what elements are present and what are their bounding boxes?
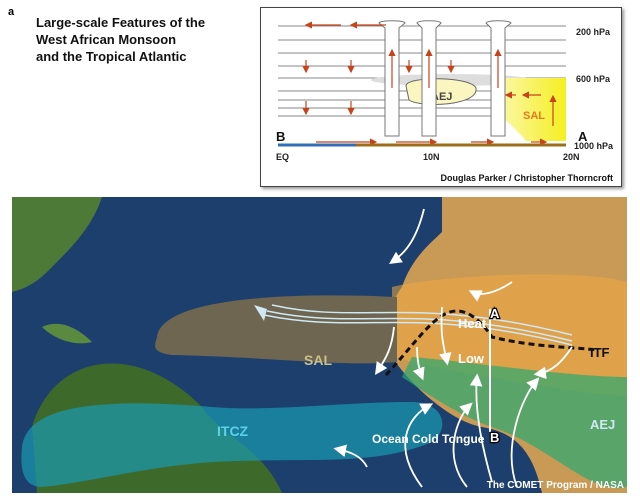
point-b-label: B xyxy=(490,430,499,445)
caribbean xyxy=(42,323,92,344)
itf-label: ITF xyxy=(590,345,610,360)
ocean-cold-tongue-label: Ocean Cold Tongue xyxy=(372,432,485,446)
circulation-arrows xyxy=(302,21,557,146)
sal-region xyxy=(496,78,566,141)
convective-towers xyxy=(378,20,512,137)
title-line: West African Monsoon xyxy=(36,32,177,47)
aej-arrowhead xyxy=(254,305,267,321)
low-label: Low xyxy=(458,351,485,366)
cross-section-credit: Douglas Parker / Christopher Thorncroft xyxy=(440,173,613,183)
cross-section-diagram: AEJ SAL 200 hPa 600 hPa 1000 hPa EQ 10N … xyxy=(260,7,622,187)
level-label: 200 hPa xyxy=(576,27,611,37)
heat-label: Heat xyxy=(458,316,487,331)
panel-letter: a xyxy=(8,6,15,18)
wind-arrows xyxy=(333,208,573,488)
latitude-label: 20N xyxy=(563,152,580,162)
aej-jet xyxy=(263,304,573,346)
title-line: Large-scale Features of the xyxy=(36,15,206,30)
sal-label: SAL xyxy=(304,352,332,368)
monsoon-map: SAL ITCZ Heat Low A B ITF AEJ Ocean Cold… xyxy=(12,197,627,493)
level-label: 600 hPa xyxy=(576,74,611,84)
aej-label: AEJ xyxy=(590,417,615,432)
map-credit: The COMET Program / NASA xyxy=(487,480,624,491)
north-america xyxy=(12,197,102,292)
latitude-label: 10N xyxy=(423,152,440,162)
itcz-label: ITCZ xyxy=(217,423,249,439)
latitude-label: EQ xyxy=(276,152,289,162)
vegetation-region xyxy=(402,357,627,489)
sal-label: SAL xyxy=(523,110,545,122)
point-a-label: A xyxy=(578,129,588,144)
point-a-label: A xyxy=(490,306,500,321)
figure-title: Large-scale Features of the West African… xyxy=(36,14,205,65)
title-line: and the Tropical Atlantic xyxy=(36,49,187,64)
itf-line xyxy=(384,309,598,377)
itcz-region xyxy=(21,402,443,487)
point-b-label: B xyxy=(276,129,285,144)
level-label: 1000 hPa xyxy=(574,141,614,151)
